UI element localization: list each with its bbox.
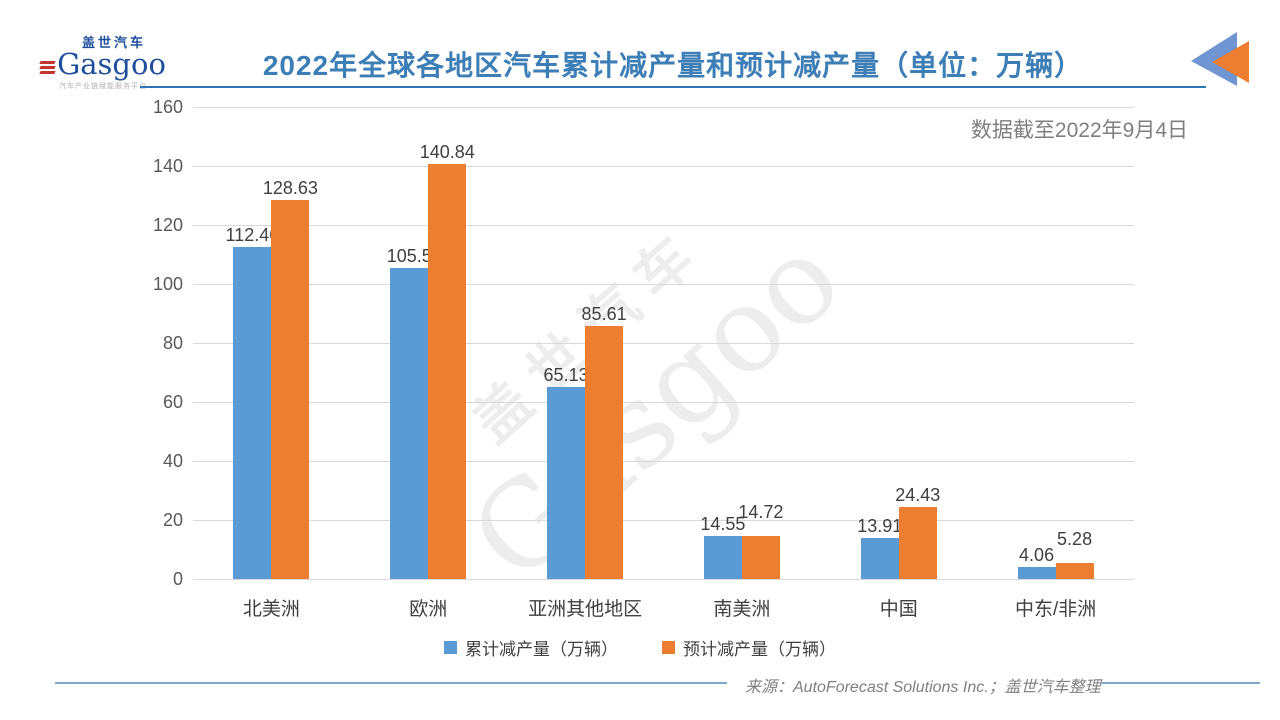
gasgoo-logo: 盖世汽车 Gasgoo 汽车产业链赋能服务平台	[39, 35, 166, 90]
gridline	[193, 225, 1134, 226]
gridline	[193, 107, 1134, 108]
x-axis-label: 南美洲	[713, 599, 771, 620]
x-axis-label: 北美洲	[242, 599, 300, 620]
bar-累计减产量（万辆）-中国	[860, 537, 899, 579]
gridline	[193, 343, 1134, 344]
bar-累计减产量（万辆）-欧洲	[390, 267, 429, 579]
legend-item: 预计减产量（万辆）	[662, 635, 836, 660]
logo-cn-text: 盖世汽车	[81, 35, 146, 50]
bar-value-label: 4.06	[1019, 545, 1055, 566]
x-axis-label: 中国	[879, 599, 918, 620]
legend-label: 累计减产量（万辆）	[465, 640, 618, 659]
x-axis-label: 亚洲其他地区	[528, 599, 643, 620]
bar-value-label: 105.5	[386, 245, 432, 266]
gridline	[193, 579, 1134, 580]
bar-预计减产量（万辆）-亚洲其他地区	[585, 326, 624, 579]
bar-value-label: 140.84	[419, 141, 475, 162]
bar-预计减产量（万辆）-中东/非洲	[1055, 563, 1094, 579]
gridline	[193, 520, 1134, 521]
bar-累计减产量（万辆）-中东/非洲	[1017, 567, 1056, 579]
source-text: 来源：AutoForecast Solutions Inc.；盖世汽车整理	[745, 679, 1101, 696]
y-axis-label: 100	[152, 274, 183, 294]
y-axis-label: 20	[162, 510, 183, 530]
bar-预计减产量（万辆）-北美洲	[271, 199, 310, 579]
chart-legend: 累计减产量（万辆） 预计减产量（万辆）	[0, 635, 1280, 660]
data-cutoff-note: 数据截至2022年9月4日	[970, 119, 1188, 142]
bar-预计减产量（万辆）-中国	[898, 506, 937, 579]
page-title: 2022年全球各地区汽车累计减产量和预计减产量（单位：万辆）	[262, 50, 1084, 81]
bar-value-label: 14.55	[700, 514, 746, 535]
y-axis-label: 140	[152, 156, 183, 176]
gridline	[193, 166, 1134, 167]
bar-预计减产量（万辆）-南美洲	[741, 535, 780, 579]
bar-value-label: 5.28	[1057, 529, 1093, 550]
y-axis-label: 80	[162, 333, 183, 353]
bar-value-label: 112.46	[225, 225, 280, 246]
bar-value-label: 24.43	[895, 484, 941, 505]
logo-tagline: 汽车产业链赋能服务平台	[59, 83, 147, 90]
y-axis-label: 60	[162, 392, 183, 412]
bar-value-label: 65.13	[543, 364, 589, 385]
legend-label: 预计减产量（万辆）	[683, 640, 836, 659]
bar-累计减产量（万辆）-北美洲	[233, 247, 272, 579]
bar-value-label: 14.72	[738, 501, 784, 522]
bar-value-label: 85.61	[581, 304, 627, 325]
arrow-left-icon	[1185, 28, 1255, 95]
bar-预计减产量（万辆）-欧洲	[428, 163, 467, 579]
bar-累计减产量（万辆）-南美洲	[703, 536, 742, 579]
y-axis-label: 0	[172, 569, 183, 589]
footer-line-left	[55, 682, 727, 684]
title-underline	[140, 86, 1206, 88]
legend-swatch-icon	[662, 641, 675, 654]
legend-item: 累计减产量（万辆）	[444, 635, 618, 660]
gridline	[193, 461, 1134, 462]
y-axis-label: 120	[152, 215, 183, 235]
bar-value-label: 13.91	[857, 515, 903, 536]
y-axis-label: 40	[162, 451, 183, 471]
x-axis-label: 中东/非洲	[1014, 599, 1097, 620]
legend-swatch-icon	[444, 641, 457, 654]
gridline	[193, 402, 1134, 403]
footer-line-right	[1102, 682, 1260, 684]
x-axis-label: 欧洲	[409, 599, 448, 620]
gridline	[193, 284, 1134, 285]
bar-累计减产量（万辆）-亚洲其他地区	[547, 386, 586, 579]
y-axis-label: 160	[152, 97, 183, 117]
logo-en-text: Gasgoo	[57, 47, 166, 81]
bar-value-label: 128.63	[262, 177, 318, 198]
